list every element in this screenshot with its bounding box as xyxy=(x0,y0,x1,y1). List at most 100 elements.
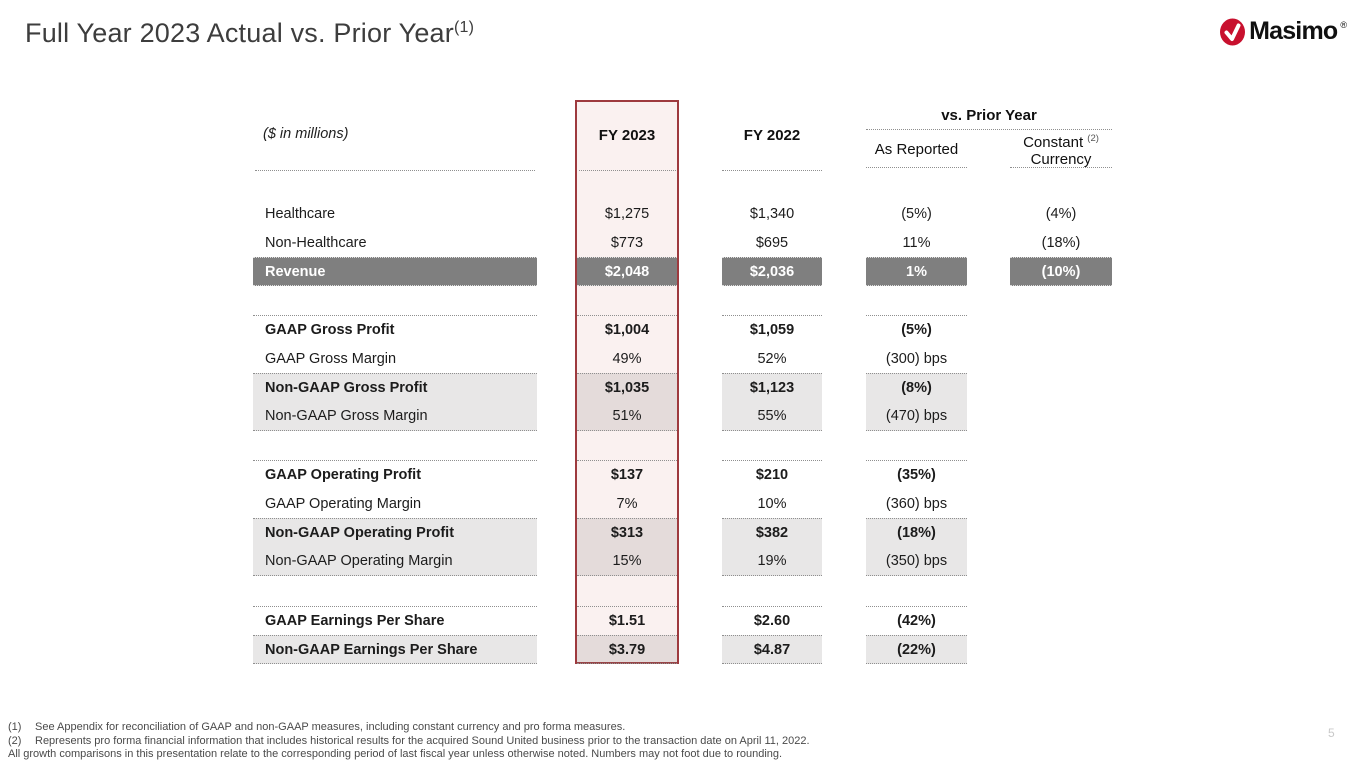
fy2022-value: $2.60 xyxy=(722,606,822,635)
fy2022-header-rule xyxy=(722,170,822,171)
row-label: GAAP Gross Profit xyxy=(253,315,537,344)
label-col-header-rule xyxy=(255,170,535,171)
page-number: 5 xyxy=(1328,726,1335,740)
row-label: GAAP Earnings Per Share xyxy=(253,606,537,635)
fy2023-value: $137 xyxy=(577,460,677,489)
constant-footnote-ref: (2) xyxy=(1087,133,1099,144)
col-header-fy2022: FY 2022 xyxy=(743,126,801,144)
fy2022-value: $1,340 xyxy=(749,205,795,222)
row-label: GAAP Operating Profit xyxy=(253,460,537,489)
vs-prior-year-rule xyxy=(866,129,1112,130)
table-row-gaap-gross-margin: GAAP Gross Margin 49% 52% (300) bps xyxy=(0,344,1365,373)
registered-trademark-symbol: ® xyxy=(1340,20,1347,30)
as-reported-value: (35%) xyxy=(866,460,967,489)
col-header-constant-currency: Constant (2) Currency xyxy=(1010,130,1112,168)
table-row-gaap-gross-profit: GAAP Gross Profit $1,004 $1,059 (5%) xyxy=(0,315,1365,344)
fy2023-value: 51% xyxy=(577,402,677,431)
fy2022-value: $695 xyxy=(755,234,789,251)
footnote-general-note: All growth comparisons in this presentat… xyxy=(8,748,783,760)
fy2023-value: $773 xyxy=(610,234,644,251)
as-reported-value: (300) bps xyxy=(885,350,948,367)
fy2022-value: $2,036 xyxy=(722,257,822,286)
constant-label-line: Constant (2) xyxy=(1023,130,1099,151)
as-reported-value: (5%) xyxy=(901,205,932,222)
footnote-2-marker: (2) xyxy=(8,734,22,747)
table-row-gaap-operating-margin: GAAP Operating Margin 7% 10% (360) bps xyxy=(0,489,1365,518)
table-row-non-gaap-eps: Non-GAAP Earnings Per Share $3.79 $4.87 … xyxy=(0,635,1365,664)
fy2023-header-rule xyxy=(579,170,676,171)
as-reported-value: (42%) xyxy=(866,606,967,635)
footnote-2-text: Represents pro forma financial informati… xyxy=(35,734,810,747)
footnotes: (1) See Appendix for reconciliation of G… xyxy=(8,721,810,762)
row-label: GAAP Gross Margin xyxy=(265,350,397,367)
as-reported-value: (360) bps xyxy=(885,495,948,512)
footnote-1-text: See Appendix for reconciliation of GAAP … xyxy=(35,721,626,733)
fy2023-highlight-box xyxy=(575,100,679,664)
table-row-gaap-eps: GAAP Earnings Per Share $1.51 $2.60 (42%… xyxy=(0,606,1365,635)
fy2023-value: $3.79 xyxy=(577,635,677,664)
fy2023-value: 15% xyxy=(577,547,677,576)
row-label: Non-GAAP Gross Margin xyxy=(253,402,537,431)
constant-currency-value: (4%) xyxy=(1045,205,1077,222)
masimo-red-oval-check-icon xyxy=(1220,18,1246,46)
table-row-non-gaap-operating-profit: Non-GAAP Operating Profit $313 $382 (18%… xyxy=(0,518,1365,547)
fy2023-value: $1,004 xyxy=(577,315,677,344)
masimo-wordmark: Masimo xyxy=(1249,17,1338,45)
fy2022-value: 10% xyxy=(757,495,787,512)
fy2023-value: $2,048 xyxy=(577,257,677,286)
col-header-vs-prior-year: vs. Prior Year xyxy=(941,106,1037,124)
fy2022-value: $1,059 xyxy=(722,315,822,344)
page-title-footnote-ref: (1) xyxy=(453,19,475,36)
fy2023-value: $313 xyxy=(577,518,677,547)
fy2022-value: $382 xyxy=(722,518,822,547)
row-label: Non-Healthcare xyxy=(265,234,367,251)
as-reported-value: (8%) xyxy=(866,373,967,402)
fy2022-value: 52% xyxy=(757,350,787,367)
fy2023-value: 7% xyxy=(616,495,638,512)
row-label: Non-GAAP Earnings Per Share xyxy=(253,635,537,664)
fy2023-value: $1,275 xyxy=(604,205,650,222)
fy2022-value: $1,123 xyxy=(722,373,822,402)
footnote-2: (2) Represents pro forma financial infor… xyxy=(8,735,810,749)
as-reported-value: (18%) xyxy=(866,518,967,547)
table-row-non-gaap-gross-profit: Non-GAAP Gross Profit $1,035 $1,123 (8%) xyxy=(0,373,1365,402)
as-reported-value: 11% xyxy=(902,234,931,251)
fy2023-value: $1,035 xyxy=(577,373,677,402)
currency-label: Currency xyxy=(1030,151,1092,168)
fy2023-value: 49% xyxy=(612,350,642,367)
table-row-non-gaap-gross-margin: Non-GAAP Gross Margin 51% 55% (470) bps xyxy=(0,402,1365,431)
constant-currency-value: (10%) xyxy=(1010,257,1112,286)
as-reported-value: (22%) xyxy=(866,635,967,664)
page-title: Full Year 2023 Actual vs. Prior Year(1) xyxy=(25,18,474,49)
table-row-healthcare: Healthcare $1,275 $1,340 (5%) (4%) xyxy=(0,199,1365,228)
constant-label: Constant xyxy=(1023,134,1084,151)
col-header-fy2023: FY 2023 xyxy=(598,126,656,144)
table-row-gaap-operating-profit: GAAP Operating Profit $137 $210 (35%) xyxy=(0,460,1365,489)
as-reported-header-rule xyxy=(866,167,967,168)
table-row-non-healthcare: Non-Healthcare $773 $695 11% (18%) xyxy=(0,228,1365,257)
row-label: Non-GAAP Operating Profit xyxy=(253,518,537,547)
as-reported-value: (470) bps xyxy=(866,402,967,431)
row-label: Non-GAAP Gross Profit xyxy=(253,373,537,402)
row-label: Healthcare xyxy=(265,205,336,222)
fy2022-value: $210 xyxy=(722,460,822,489)
col-header-as-reported: As Reported xyxy=(874,140,959,158)
fy2022-value: 19% xyxy=(722,547,822,576)
fy2022-value: 55% xyxy=(722,402,822,431)
footnote-1: (1) See Appendix for reconciliation of G… xyxy=(8,721,810,735)
masimo-logo: Masimo ® xyxy=(1219,16,1347,47)
row-label: Revenue xyxy=(253,257,537,286)
table-row-revenue: Revenue $2,048 $2,036 1% (10%) xyxy=(0,257,1365,286)
page-title-text: Full Year 2023 Actual vs. Prior Year xyxy=(25,18,454,48)
table-row-non-gaap-operating-margin: Non-GAAP Operating Margin 15% 19% (350) … xyxy=(0,547,1365,576)
as-reported-value: (5%) xyxy=(866,315,967,344)
fy2022-value: $4.87 xyxy=(722,635,822,664)
constant-currency-value: (18%) xyxy=(1041,234,1081,251)
row-label: Non-GAAP Operating Margin xyxy=(253,547,537,576)
as-reported-value: 1% xyxy=(866,257,967,286)
constant-currency-header-rule xyxy=(1010,167,1112,168)
footnote-1-marker: (1) xyxy=(8,721,22,733)
as-reported-value: (350) bps xyxy=(866,547,967,576)
row-label: GAAP Operating Margin xyxy=(265,495,422,512)
